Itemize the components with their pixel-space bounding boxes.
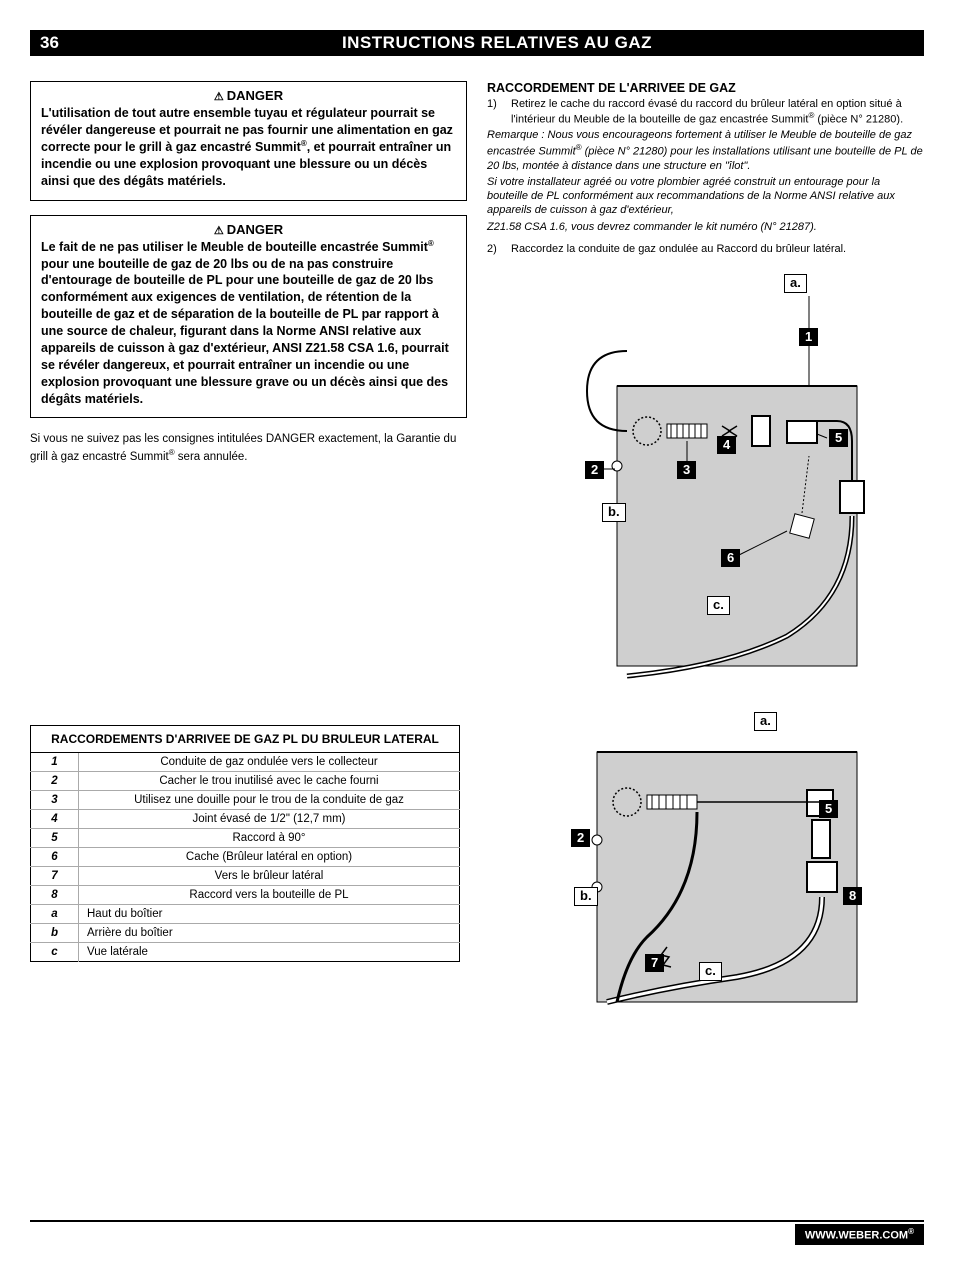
header-bar: 36 INSTRUCTIONS RELATIVES AU GAZ <box>30 30 924 56</box>
danger-label-2: DANGER <box>227 222 283 237</box>
table-row: cVue latérale <box>31 943 460 962</box>
danger2-text-b: pour une bouteille de gaz de 20 lbs ou d… <box>41 257 449 406</box>
table-row: 1Conduite de gaz ondulée vers le collect… <box>31 753 460 772</box>
callout-2b: 2 <box>571 829 590 847</box>
table-value: Utilisez une douille pour le trou de la … <box>79 791 460 810</box>
callout-a2: a. <box>754 712 777 730</box>
danger2-text-a: Le fait de ne pas utiliser le Meuble de … <box>41 240 428 254</box>
table-key: 4 <box>31 810 79 829</box>
warning-icon: ⚠ <box>214 91 224 103</box>
callout-2: 2 <box>585 461 604 479</box>
step-2: 2) Raccordez la conduite de gaz ondulée … <box>487 242 924 256</box>
table-key: 2 <box>31 772 79 791</box>
diagram-1-svg <box>527 266 887 696</box>
callout-5: 5 <box>829 429 848 447</box>
remark-3: Z21.58 CSA 1.6, vous devrez commander le… <box>487 220 924 234</box>
callout-b2: b. <box>574 887 598 905</box>
table-key: 7 <box>31 867 79 886</box>
table-row: bArrière du boîtier <box>31 924 460 943</box>
step-1: 1) Retirez le cache du raccord évasé du … <box>487 97 924 127</box>
table-key: c <box>31 943 79 962</box>
page-title: INSTRUCTIONS RELATIVES AU GAZ <box>80 33 914 53</box>
remark-1: Remarque : Nous vous encourageons fortem… <box>487 128 924 173</box>
danger-heading-1: ⚠DANGER <box>41 88 456 103</box>
warranty-note: Si vous ne suivez pas les consignes inti… <box>30 432 467 465</box>
step2-text: Raccordez la conduite de gaz ondulée au … <box>511 242 924 256</box>
table-value: Raccord vers la bouteille de PL <box>79 886 460 905</box>
table-key: b <box>31 924 79 943</box>
table-key: 6 <box>31 848 79 867</box>
table-key: 3 <box>31 791 79 810</box>
footer-bar: WWW.WEBER.COM® <box>30 1220 924 1245</box>
table-row: 2Cacher le trou inutilisé avec le cache … <box>31 772 460 791</box>
callout-5b: 5 <box>819 800 838 818</box>
step1-after: (pièce N° 21280). <box>814 114 903 126</box>
parts-table-title: RACCORDEMENTS D'ARRIVEE DE GAZ PL DU BRU… <box>31 726 460 753</box>
danger-body-2: Le fait de ne pas utiliser le Meuble de … <box>41 239 456 408</box>
callout-4: 4 <box>717 436 736 454</box>
left-column: ⚠DANGER L'utilisation de tout autre ense… <box>30 81 467 1038</box>
callout-8: 8 <box>843 887 862 905</box>
table-row: 3Utilisez une douille pour le trou de la… <box>31 791 460 810</box>
page-number: 36 <box>40 33 80 53</box>
table-key: a <box>31 905 79 924</box>
warranty-after: sera annulée. <box>175 451 248 463</box>
content-area: ⚠DANGER L'utilisation de tout autre ense… <box>0 56 954 1038</box>
table-row: 8Raccord vers la bouteille de PL <box>31 886 460 905</box>
table-key: 5 <box>31 829 79 848</box>
right-column: RACCORDEMENT DE L'ARRIVEE DE GAZ 1) Reti… <box>487 81 924 1038</box>
table-value: Arrière du boîtier <box>79 924 460 943</box>
table-value: Vue latérale <box>79 943 460 962</box>
step-list: 1) Retirez le cache du raccord évasé du … <box>487 97 924 127</box>
step1-num: 1) <box>487 97 511 127</box>
callout-c: c. <box>707 596 730 614</box>
danger-heading-2: ⚠DANGER <box>41 222 456 237</box>
danger-body-1: L'utilisation de tout autre ensemble tuy… <box>41 105 456 190</box>
table-value: Conduite de gaz ondulée vers le collecte… <box>79 753 460 772</box>
diagram-1: a. 1 2 b. 3 4 5 6 c. <box>527 266 887 696</box>
step2-num: 2) <box>487 242 511 256</box>
parts-table: RACCORDEMENTS D'ARRIVEE DE GAZ PL DU BRU… <box>30 725 460 962</box>
warning-icon: ⚠ <box>214 225 224 237</box>
table-key: 8 <box>31 886 79 905</box>
callout-7: 7 <box>645 954 664 972</box>
table-key: 1 <box>31 753 79 772</box>
table-row: aHaut du boîtier <box>31 905 460 924</box>
table-value: Joint évasé de 1/2" (12,7 mm) <box>79 810 460 829</box>
danger-box-1: ⚠DANGER L'utilisation de tout autre ense… <box>30 81 467 201</box>
table-value: Vers le brûleur latéral <box>79 867 460 886</box>
registered-mark: ® <box>428 239 434 248</box>
callout-6: 6 <box>721 549 740 567</box>
diagram-2: a. 5 2 b. 8 7 c. <box>527 712 887 1022</box>
table-row: 4Joint évasé de 1/2" (12,7 mm) <box>31 810 460 829</box>
step1-text: Retirez le cache du raccord évasé du rac… <box>511 97 924 127</box>
section-heading: RACCORDEMENT DE L'ARRIVEE DE GAZ <box>487 81 924 95</box>
callout-a: a. <box>784 274 807 292</box>
danger-label-1: DANGER <box>227 88 283 103</box>
remark-2: Si votre installateur agréé ou votre plo… <box>487 175 924 218</box>
table-row: 7Vers le brûleur latéral <box>31 867 460 886</box>
table-value: Haut du boîtier <box>79 905 460 924</box>
callout-3: 3 <box>677 461 696 479</box>
callout-c2: c. <box>699 962 722 980</box>
table-row: 5Raccord à 90° <box>31 829 460 848</box>
table-value: Raccord à 90° <box>79 829 460 848</box>
danger-box-2: ⚠DANGER Le fait de ne pas utiliser le Me… <box>30 215 467 419</box>
callout-1: 1 <box>799 328 818 346</box>
callout-b: b. <box>602 503 626 521</box>
step-list-2: 2) Raccordez la conduite de gaz ondulée … <box>487 242 924 256</box>
table-value: Cache (Brûleur latéral en option) <box>79 848 460 867</box>
table-value: Cacher le trou inutilisé avec le cache f… <box>79 772 460 791</box>
footer-url-text: WWW.WEBER.COM <box>805 1230 908 1242</box>
table-row: 6Cache (Brûleur latéral en option) <box>31 848 460 867</box>
